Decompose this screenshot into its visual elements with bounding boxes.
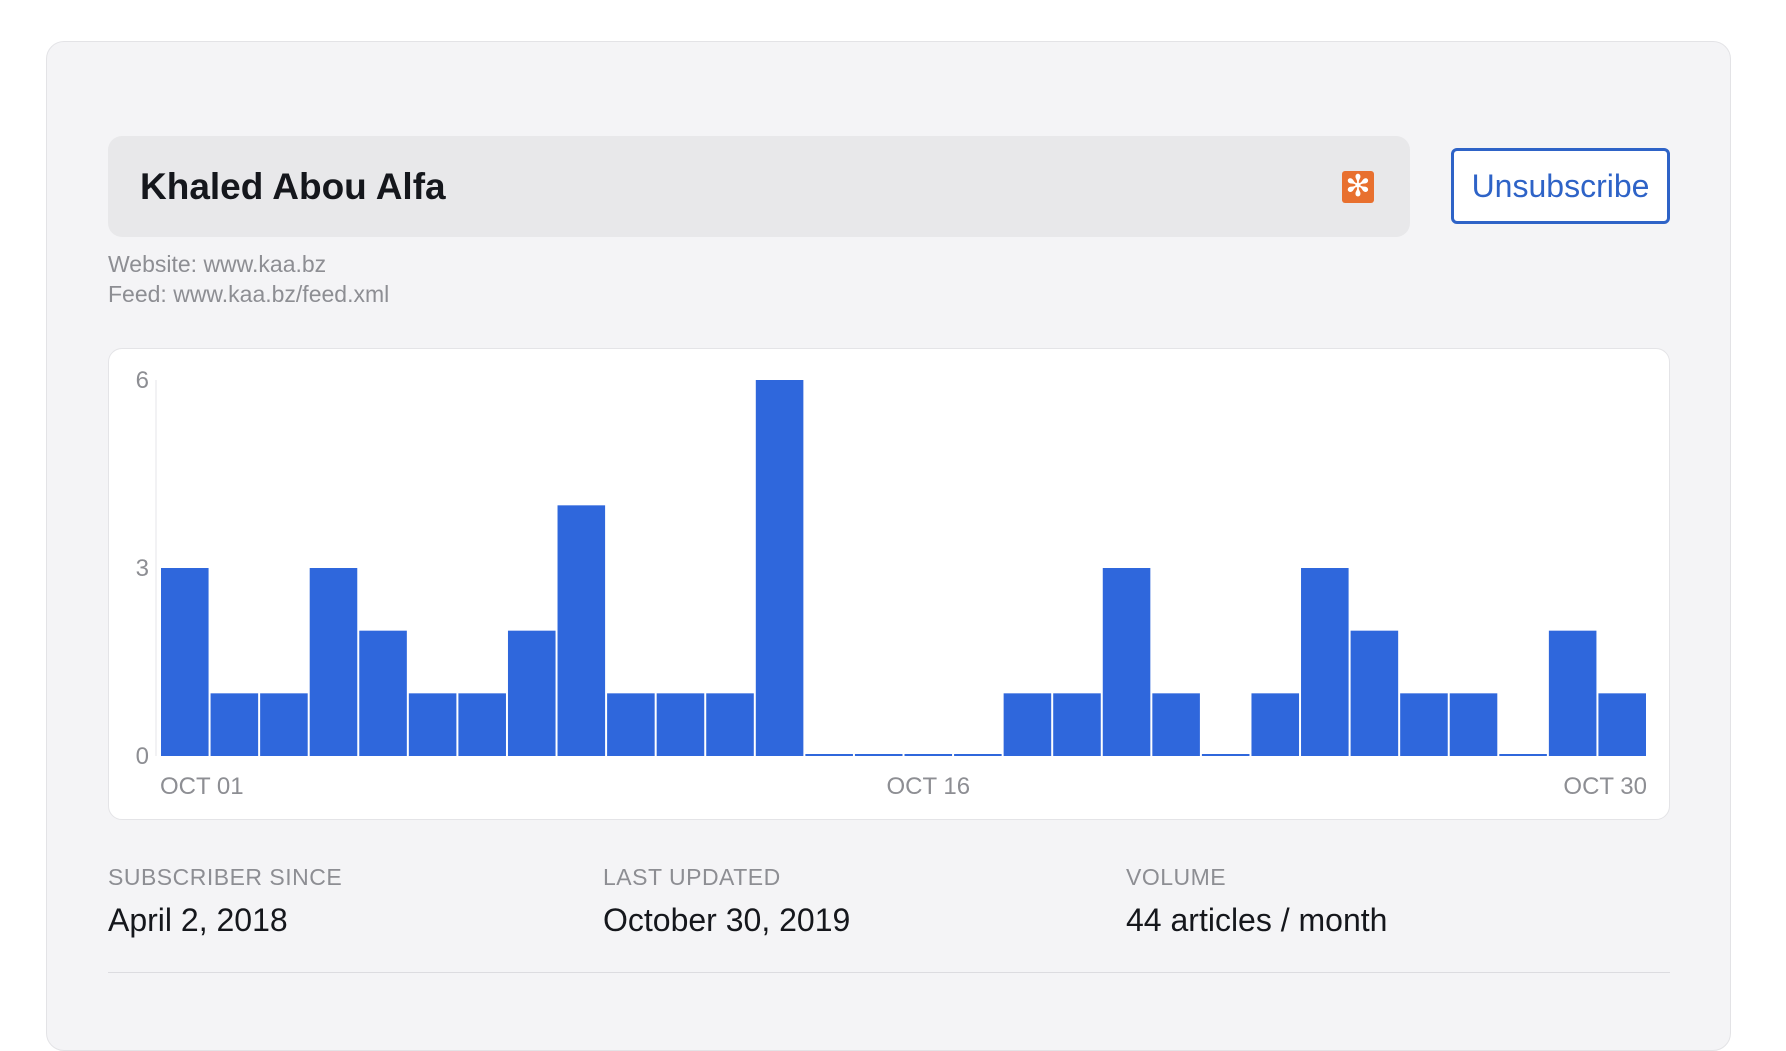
chart-bar[interactable]	[656, 693, 705, 756]
chart-bar[interactable]	[557, 505, 606, 756]
divider	[108, 972, 1670, 973]
chart-bar[interactable]	[1449, 693, 1498, 756]
chart-bar[interactable]	[904, 754, 953, 756]
feed-title-field[interactable]: Khaled Abou Alfa ✻	[108, 136, 1410, 237]
chart-bar[interactable]	[1152, 693, 1200, 756]
chart-bar[interactable]	[1201, 754, 1250, 756]
subscriber-since-label: SUBSCRIBER SINCE	[108, 864, 343, 890]
chart-bar[interactable]	[1251, 693, 1300, 756]
chart-bar[interactable]	[1003, 693, 1052, 756]
feed-url-link[interactable]: Feed: www.kaa.bz/feed.xml	[108, 281, 390, 307]
x-tick-label: OCT 01	[160, 773, 244, 800]
website-link[interactable]: Website: www.kaa.bz	[108, 251, 327, 277]
chart-bar[interactable]	[1499, 754, 1547, 756]
articles-bar-chart: 0 3 6 OCT 01 OCT 16 OCT 30	[136, 367, 1647, 800]
chart-bar[interactable]	[805, 754, 853, 756]
chart-bar[interactable]	[1301, 568, 1349, 756]
chart-bar[interactable]	[854, 754, 903, 756]
volume-value: 44 articles / month	[1126, 902, 1388, 938]
chart-bar[interactable]	[210, 693, 259, 756]
chart-bar[interactable]	[1598, 693, 1646, 756]
chart-bar[interactable]	[755, 380, 804, 756]
subscriber-since-value: April 2, 2018	[108, 902, 288, 938]
y-tick-label: 6	[136, 367, 149, 394]
chart-bar[interactable]	[1053, 693, 1101, 756]
x-tick-label: OCT 16	[886, 773, 970, 800]
chart-bar[interactable]	[260, 693, 308, 756]
volume-label: VOLUME	[1126, 864, 1227, 890]
y-tick-label: 0	[136, 743, 149, 770]
y-tick-label: 3	[136, 555, 149, 582]
chart-bar[interactable]	[1350, 630, 1399, 756]
chart-bar[interactable]	[954, 754, 1002, 756]
chart-bar[interactable]	[507, 630, 556, 756]
chart-bar[interactable]	[408, 693, 457, 756]
feed-title: Khaled Abou Alfa	[140, 166, 446, 207]
chart-bar[interactable]	[309, 568, 358, 756]
chart-bar[interactable]	[161, 568, 209, 756]
chart-bar[interactable]	[1102, 568, 1151, 756]
unsubscribe-button[interactable]: Unsubscribe	[1451, 148, 1670, 224]
chart-bar[interactable]	[607, 693, 655, 756]
chart-bar[interactable]	[359, 630, 407, 756]
rss-icon: ✻	[1342, 171, 1374, 203]
chart-bar[interactable]	[706, 693, 754, 756]
last-updated-value: October 30, 2019	[603, 902, 851, 938]
chart-bar[interactable]	[458, 693, 506, 756]
x-tick-label: OCT 30	[1563, 773, 1647, 800]
chart-bar[interactable]	[1400, 693, 1448, 756]
articles-chart: 0 3 6 OCT 01 OCT 16 OCT 30	[108, 348, 1670, 820]
last-updated-label: LAST UPDATED	[603, 864, 781, 890]
chart-bar[interactable]	[1548, 630, 1597, 756]
